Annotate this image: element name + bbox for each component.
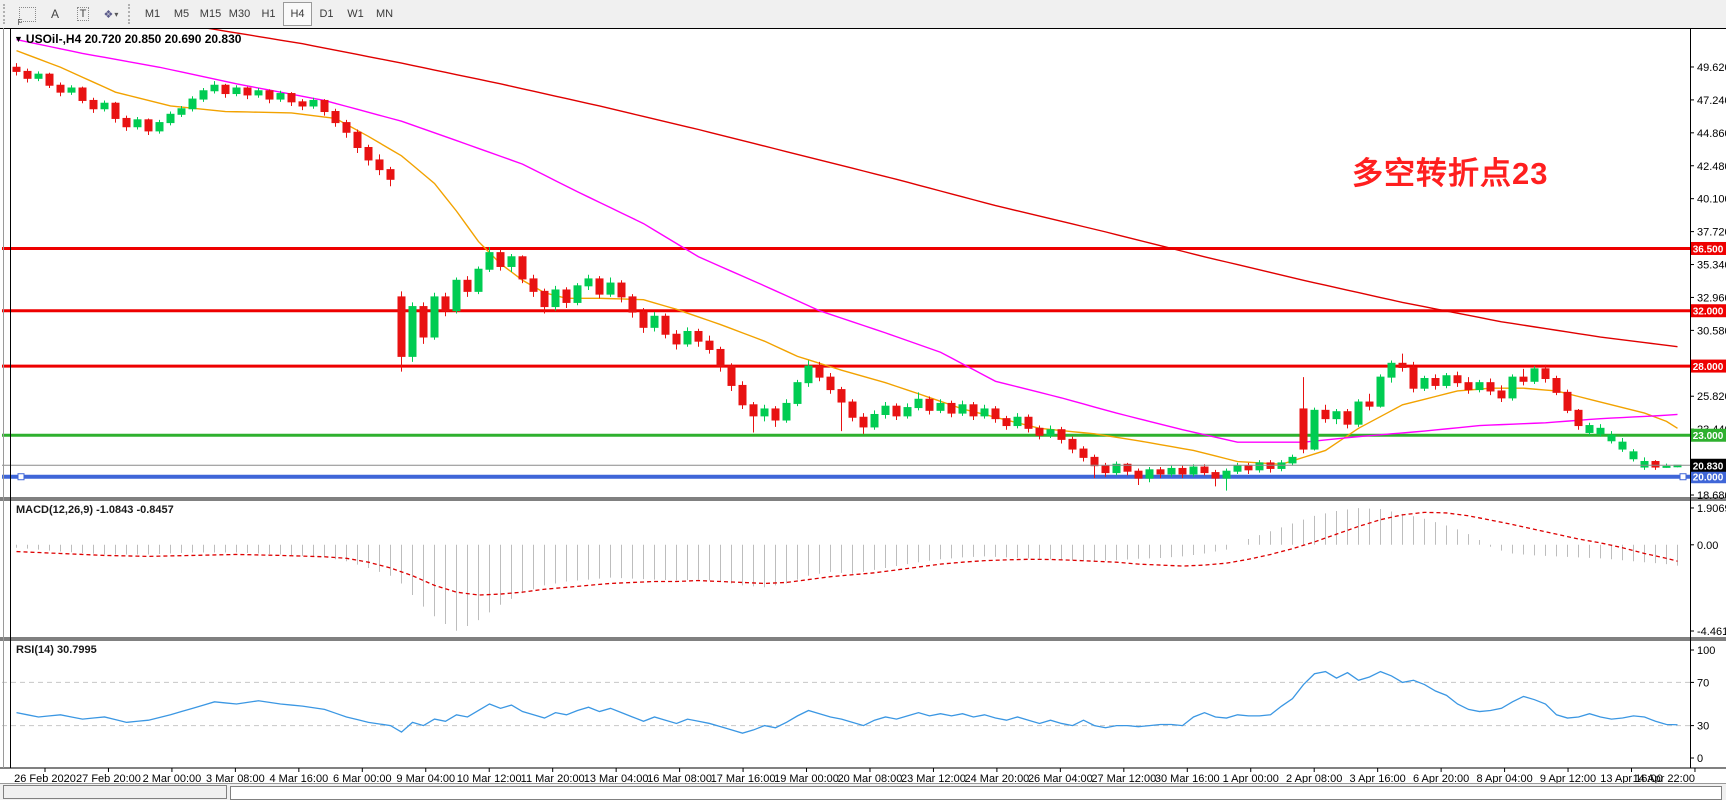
chart-text-annotation[interactable]: 多空转折点23 xyxy=(1352,156,1549,191)
svg-text:42.480: 42.480 xyxy=(1697,161,1726,173)
svg-text:19 Mar 00:00: 19 Mar 00:00 xyxy=(774,773,839,785)
chart-dropdown-icon[interactable]: ▼ xyxy=(14,34,23,44)
svg-text:30.580: 30.580 xyxy=(1697,325,1726,337)
svg-text:30 Mar 16:00: 30 Mar 16:00 xyxy=(1155,773,1220,785)
svg-text:26 Feb 2020: 26 Feb 2020 xyxy=(14,773,76,785)
text-tool-button[interactable]: T xyxy=(70,2,96,26)
svg-text:20.000: 20.000 xyxy=(1693,473,1724,484)
svg-text:3 Apr 16:00: 3 Apr 16:00 xyxy=(1350,773,1406,785)
svg-text:24 Mar 20:00: 24 Mar 20:00 xyxy=(964,773,1029,785)
svg-text:27 Feb 20:00: 27 Feb 20:00 xyxy=(76,773,141,785)
svg-text:18.680: 18.680 xyxy=(1697,490,1726,502)
candles-layer xyxy=(12,63,1682,491)
svg-text:10 Mar 12:00: 10 Mar 12:00 xyxy=(457,773,522,785)
svg-text:20.830: 20.830 xyxy=(1693,461,1724,472)
svg-text:26 Mar 04:00: 26 Mar 04:00 xyxy=(1028,773,1093,785)
rsi-indicator-label: RSI(14) 30.7995 xyxy=(16,644,97,656)
rsi-line xyxy=(16,670,1678,734)
svg-text:27 Mar 12:00: 27 Mar 12:00 xyxy=(1091,773,1156,785)
chart-tab[interactable] xyxy=(3,785,227,799)
period-button-mn[interactable]: MN xyxy=(375,8,394,20)
hline-drag-handle[interactable] xyxy=(17,473,25,481)
period-button-m5[interactable]: M5 xyxy=(173,8,190,20)
svg-text:0.00: 0.00 xyxy=(1697,540,1718,552)
svg-text:8 Apr 04:00: 8 Apr 04:00 xyxy=(1476,773,1532,785)
top-toolbar: F A T ❖ ▾ M1 M5 M15 M30 H1 H4 D1 W1 MN xyxy=(0,0,1726,29)
svg-text:1.9069: 1.9069 xyxy=(1697,503,1726,515)
svg-text:-4.4614: -4.4614 xyxy=(1697,626,1726,638)
svg-text:2 Apr 08:00: 2 Apr 08:00 xyxy=(1286,773,1342,785)
macd-indicator-label: MACD(12,26,9) -1.0843 -0.8457 xyxy=(16,504,174,516)
svg-text:9 Apr 12:00: 9 Apr 12:00 xyxy=(1540,773,1596,785)
period-button-m15[interactable]: M15 xyxy=(199,8,222,20)
rsi-pane[interactable] xyxy=(2,670,1690,734)
svg-text:23 Mar 12:00: 23 Mar 12:00 xyxy=(901,773,966,785)
svg-text:36.500: 36.500 xyxy=(1693,244,1724,255)
svg-text:44.860: 44.860 xyxy=(1697,128,1726,140)
grid-f-label: F xyxy=(17,17,23,27)
text-label-tool-button[interactable]: A xyxy=(42,2,68,26)
svg-text:35.340: 35.340 xyxy=(1697,260,1726,272)
chevron-down-icon: ▾ xyxy=(114,9,119,19)
svg-text:9 Mar 04:00: 9 Mar 04:00 xyxy=(396,773,455,785)
macd-pane[interactable] xyxy=(16,508,1678,631)
svg-text:20 Mar 08:00: 20 Mar 08:00 xyxy=(838,773,903,785)
svg-text:4 Mar 16:00: 4 Mar 16:00 xyxy=(269,773,328,785)
text-tool-icon: T xyxy=(76,7,90,21)
slow-ma-red xyxy=(208,29,1678,348)
period-button-m1[interactable]: M1 xyxy=(144,8,161,20)
svg-text:32.000: 32.000 xyxy=(1693,307,1724,318)
shapes-dropdown-button[interactable]: ❖ ▾ xyxy=(98,2,124,26)
pane-frames xyxy=(0,28,1726,769)
price-scale[interactable]: 49.620 47.240 44.860 42.480 40.100 37.720 35.3… xyxy=(1690,62,1726,765)
svg-text:40.100: 40.100 xyxy=(1697,194,1726,206)
svg-text:3 Mar 08:00: 3 Mar 08:00 xyxy=(206,773,265,785)
svg-text:100: 100 xyxy=(1697,645,1715,657)
period-button-h4[interactable]: H4 xyxy=(283,2,312,26)
svg-text:70: 70 xyxy=(1697,677,1709,689)
svg-text:13 Apr 16:00: 13 Apr 16:00 xyxy=(1600,773,1662,785)
hline-drag-handle[interactable] xyxy=(1679,473,1687,481)
period-button-d1[interactable]: D1 xyxy=(319,8,334,20)
svg-text:23.000: 23.000 xyxy=(1693,431,1724,442)
chart-window[interactable]: 49.620 47.240 44.860 42.480 40.100 37.720 35.3… xyxy=(0,28,1726,800)
period-button-m30[interactable]: M30 xyxy=(228,8,251,20)
period-button-h1[interactable]: H1 xyxy=(261,8,276,20)
svg-text:16 Mar 08:00: 16 Mar 08:00 xyxy=(647,773,712,785)
fast-ma-orange xyxy=(16,49,1678,465)
svg-text:1 Apr 00:00: 1 Apr 00:00 xyxy=(1223,773,1279,785)
symbol-ohlc-text: USOil-,H4 20.720 20.850 20.690 20.830 xyxy=(25,32,242,46)
shapes-icon: ❖ xyxy=(103,8,114,21)
toolbar-grip-2[interactable] xyxy=(128,4,135,24)
symbol-title: ▼ USOil-,H4 20.720 20.850 20.690 20.830 xyxy=(14,32,241,46)
svg-text:47.240: 47.240 xyxy=(1697,95,1726,107)
svg-text:6 Mar 00:00: 6 Mar 00:00 xyxy=(333,773,392,785)
svg-text:28.000: 28.000 xyxy=(1693,362,1724,373)
chart-tab-bar xyxy=(0,783,1726,800)
svg-text:37.720: 37.720 xyxy=(1697,227,1726,239)
main-price-pane[interactable] xyxy=(2,28,1690,491)
time-scale[interactable]: 26 Feb 2020 27 Feb 20:00 2 Mar 00:00 3 Mar … xyxy=(14,768,1696,785)
svg-text:49.620: 49.620 xyxy=(1697,62,1726,74)
macd-signal-line xyxy=(16,511,1678,596)
dotted-grid-icon: F xyxy=(18,6,36,27)
svg-text:32.960: 32.960 xyxy=(1697,292,1726,304)
svg-text:13 Mar 04:00: 13 Mar 04:00 xyxy=(584,773,649,785)
svg-text:17 Mar 16:00: 17 Mar 16:00 xyxy=(711,773,776,785)
svg-text:6 Apr 20:00: 6 Apr 20:00 xyxy=(1413,773,1469,785)
svg-text:30: 30 xyxy=(1697,721,1709,733)
svg-text:2 Mar 00:00: 2 Mar 00:00 xyxy=(143,773,202,785)
text-label-icon: A xyxy=(50,7,59,21)
svg-text:0: 0 xyxy=(1697,753,1703,765)
svg-text:11 Mar 20:00: 11 Mar 20:00 xyxy=(521,773,585,785)
chart-tab-strip[interactable] xyxy=(230,786,1722,800)
svg-text:14 Apr 22:00: 14 Apr 22:00 xyxy=(1633,773,1695,785)
svg-text:25.820: 25.820 xyxy=(1697,391,1726,403)
chart-canvas[interactable]: 49.620 47.240 44.860 42.480 40.100 37.720 35.3… xyxy=(0,28,1726,793)
period-button-w1[interactable]: W1 xyxy=(347,8,364,20)
grid-f-tool-button[interactable]: F xyxy=(14,2,40,27)
toolbar-grip[interactable] xyxy=(3,4,10,24)
